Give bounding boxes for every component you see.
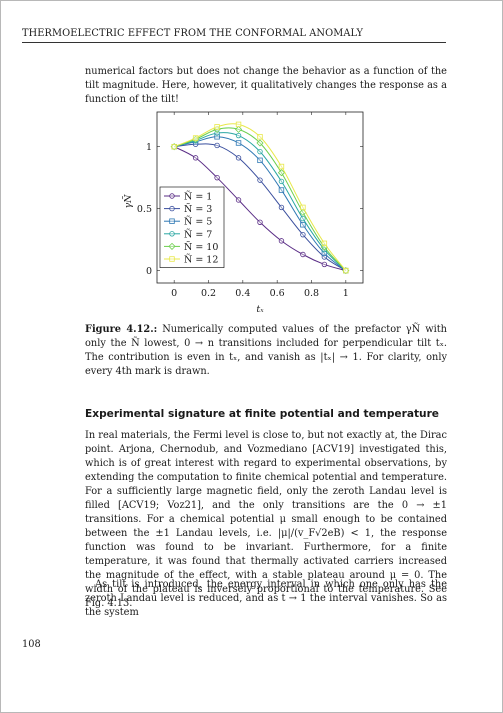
legend-label: Ñ = 7 [184,228,212,240]
series-2-point [257,157,263,164]
figure-caption: Figure 4.12.: Numerically computed value… [85,323,447,379]
series-2-point [278,187,285,193]
series-1-point [278,204,285,211]
legend-marker [169,193,175,199]
series-line-3 [174,132,347,271]
legend-marker [168,242,176,250]
series-0-point [257,219,263,225]
series-5-point [257,134,263,140]
y-tick-label: 0 [146,266,152,277]
series-1-point [300,231,306,238]
header-rule [22,42,446,43]
series-line-4 [174,127,347,271]
series-0-point [300,251,306,258]
x-tick-label: 0.2 [201,288,216,299]
series-4-point [234,125,243,133]
body-paragraph-1: In real materials, the Fermi level is cl… [85,430,447,609]
series-2-point [300,222,306,228]
series-line-1 [174,143,347,272]
series-0-point [214,174,220,181]
x-tick-label: 0 [171,288,177,299]
body-paragraph-2: As tilt is introduced, the energy interv… [85,579,447,618]
series-5-point [192,135,199,141]
caption-label: Figure 4.12.: [85,324,158,335]
legend-marker [169,218,175,224]
y-axis-label: γÑ [122,194,134,209]
series-1-point [214,142,220,149]
series-line-0 [173,146,346,272]
legend-label: Ñ = 10 [184,241,218,253]
series-3-point [235,132,242,139]
series-4-point [277,169,286,177]
legend-label: Ñ = 3 [184,203,212,215]
series-line-5 [173,123,347,271]
series-2-point [321,250,328,256]
y-tick-label: 1 [146,142,152,153]
running-header: THERMOELECTRIC EFFECT FROM THE CONFORMAL… [22,28,364,39]
x-tick-label: 1 [343,288,349,299]
intro-paragraph: numerical factors but does not change th… [85,66,447,105]
series-5-point [171,143,177,150]
plot-frame [156,111,364,284]
legend-marker [169,231,175,237]
section-heading: Experimental signature at finite potenti… [85,408,439,420]
y-tick-label: 0.5 [137,204,152,215]
series-5-point [300,204,306,211]
x-tick-label: 0.8 [304,288,319,299]
x-axis-label: tₓ [256,304,264,314]
page-number: 108 [22,639,41,650]
x-tick-label: 0.6 [270,288,285,299]
series-line-2 [174,136,347,271]
legend-label: Ñ = 5 [184,216,212,228]
series-3-point [257,148,263,155]
series-3-point [214,130,220,136]
series-5-point [235,121,242,128]
series-0-point [321,261,328,268]
series-2-point [235,140,242,146]
series-0-point [278,238,285,244]
x-tick-label: 0.4 [235,288,250,299]
legend-box [159,186,225,268]
series-1-point [257,177,263,183]
series-4-point [256,139,264,147]
series-5-point [321,240,328,247]
caption-text: Numerically computed values of the prefa… [85,324,447,377]
series-2-point [214,134,220,140]
legend-label: Ñ = 1 [184,191,212,203]
legend-label: Ñ = 12 [184,254,218,266]
series-1-point [235,155,242,161]
legend-marker [169,256,175,262]
series-3-point [300,215,306,222]
series-5-point [278,163,285,170]
series-5-point [343,267,349,274]
series-5-point [214,124,220,130]
series-3-point [278,178,285,185]
series-0-point [235,197,242,203]
series-0-point [192,155,199,161]
legend-marker [169,205,175,212]
